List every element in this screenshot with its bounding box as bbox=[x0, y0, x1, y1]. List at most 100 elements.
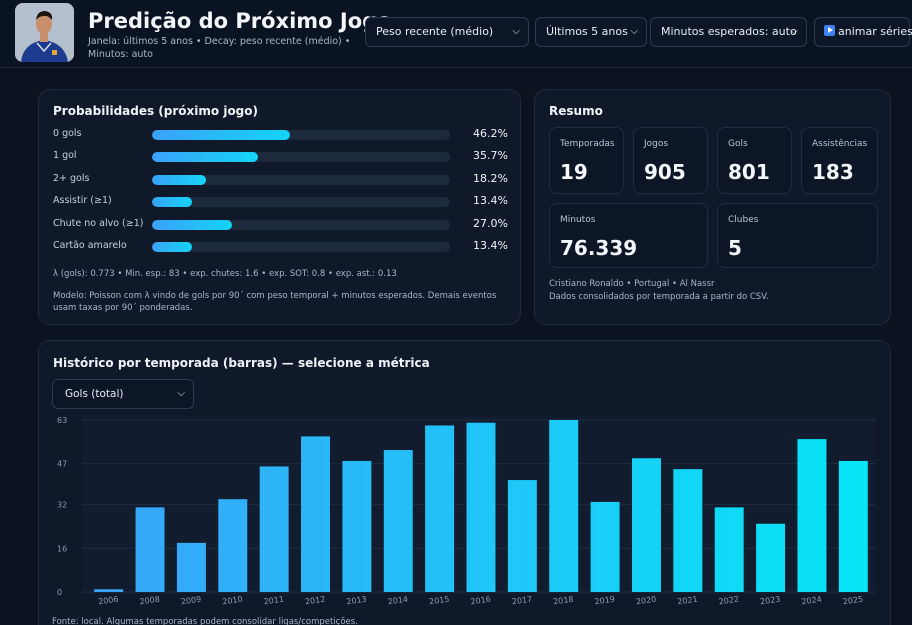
stat-value: 19 bbox=[560, 160, 588, 184]
x-tick-label: 2008 bbox=[139, 595, 160, 607]
bar-2009[interactable] bbox=[176, 542, 206, 592]
x-tick-label: 2006 bbox=[98, 595, 119, 607]
x-tick-label: 2012 bbox=[304, 595, 325, 607]
prob-row: 2+ gols 18.2% bbox=[53, 172, 508, 188]
x-tick-label: 2013 bbox=[346, 595, 367, 607]
x-tick-label: 2009 bbox=[180, 595, 201, 607]
summary-title: Resumo bbox=[549, 104, 603, 118]
top-header: Predição do Próximo Jogo Janela: últimos… bbox=[0, 0, 912, 68]
decay-select-value: Peso recente (médio) bbox=[376, 25, 494, 38]
prob-bar-track bbox=[152, 197, 450, 207]
prob-bar-fill bbox=[152, 242, 192, 252]
stat-seasons: Temporadas 19 bbox=[549, 127, 624, 194]
bar-2013[interactable] bbox=[342, 460, 372, 592]
minutes-select[interactable]: Minutos esperados: auto ⌵ bbox=[650, 17, 807, 47]
bar-2017[interactable] bbox=[507, 480, 537, 592]
prob-bar-track bbox=[152, 152, 450, 162]
stat-value: 801 bbox=[728, 160, 770, 184]
prob-bar-fill bbox=[152, 197, 192, 207]
bar-2010[interactable] bbox=[218, 499, 248, 592]
player-info-line: Cristiano Ronaldo • Portugal • Al Nassr bbox=[549, 279, 715, 289]
prob-bar-fill bbox=[152, 220, 233, 230]
stat-assists: Assistências 183 bbox=[801, 127, 878, 194]
animate-series-button[interactable]: animar séries bbox=[814, 17, 912, 47]
bar-2018[interactable] bbox=[549, 420, 579, 592]
bar-2025[interactable] bbox=[838, 460, 868, 592]
prob-value: 27.0% bbox=[473, 217, 508, 230]
prob-value: 18.2% bbox=[473, 172, 508, 185]
prob-label: Chute no alvo (≥1) bbox=[53, 218, 144, 229]
x-tick-label: 2018 bbox=[553, 595, 574, 607]
model-note: Modelo: Poisson com λ vindo de gols por … bbox=[53, 291, 497, 313]
probabilities-card: Probabilidades (próximo jogo) 0 gols 46.… bbox=[38, 89, 521, 325]
history-title: Histórico por temporada (barras) — selec… bbox=[53, 356, 430, 370]
minutes-select-value: Minutos esperados: auto bbox=[661, 25, 797, 38]
y-tick-label: 47 bbox=[57, 460, 67, 469]
x-tick-label: 2020 bbox=[635, 595, 656, 607]
bar-2012[interactable] bbox=[301, 436, 331, 592]
stat-label: Assistências bbox=[812, 139, 868, 149]
prob-row: Chute no alvo (≥1) 27.0% bbox=[53, 217, 508, 233]
animate-series-label: animar séries bbox=[838, 25, 912, 38]
bar-2006[interactable] bbox=[94, 589, 124, 592]
metric-select-value: Gols (total) bbox=[65, 388, 124, 400]
bar-2023[interactable] bbox=[756, 523, 786, 592]
bar-2022[interactable] bbox=[714, 507, 744, 592]
prob-value: 13.4% bbox=[473, 194, 508, 207]
prob-row: Assistir (≥1) 13.4% bbox=[53, 194, 508, 210]
prob-label: Assistir (≥1) bbox=[53, 195, 112, 206]
prob-value: 13.4% bbox=[473, 239, 508, 252]
bar-2020[interactable] bbox=[631, 458, 661, 592]
prob-row: 0 gols 46.2% bbox=[53, 127, 508, 143]
prob-label: 0 gols bbox=[53, 128, 82, 139]
x-tick-label: 2019 bbox=[594, 595, 615, 607]
window-select-value: Últimos 5 anos bbox=[546, 25, 628, 38]
stat-label: Minutos bbox=[560, 215, 596, 225]
season-bar-chart: 0 16 32 47 63 2006 2008 2009 2010 2011 2012 2013 20… bbox=[57, 416, 876, 607]
y-tick-label: 16 bbox=[57, 544, 67, 553]
metric-select[interactable]: Gols (total) ⌵ bbox=[52, 379, 194, 409]
player-avatar bbox=[15, 3, 74, 62]
stat-value: 183 bbox=[812, 160, 854, 184]
stat-label: Clubes bbox=[728, 215, 759, 225]
window-settings-summary: Janela: últimos 5 anos • Decay: peso rec… bbox=[88, 36, 351, 60]
x-tick-label: 2011 bbox=[263, 595, 284, 607]
stat-value: 905 bbox=[644, 160, 686, 184]
prob-bar-track bbox=[152, 242, 450, 252]
chevron-down-icon: ⌵ bbox=[512, 26, 520, 37]
stat-value: 5 bbox=[728, 236, 742, 260]
prob-label: Cartão amarelo bbox=[53, 240, 127, 251]
prob-bar-fill bbox=[152, 130, 290, 140]
stat-label: Temporadas bbox=[560, 139, 615, 149]
bar-2008[interactable] bbox=[135, 507, 165, 592]
x-tick-label: 2021 bbox=[677, 595, 698, 607]
bar-2014[interactable] bbox=[383, 450, 413, 592]
probabilities-title: Probabilidades (próximo jogo) bbox=[53, 104, 259, 118]
history-footnote: Fonte: local. Algumas temporadas podem c… bbox=[52, 617, 358, 625]
prob-bar-track bbox=[152, 130, 450, 140]
prob-bar-fill bbox=[152, 175, 207, 185]
stat-goals: Gols 801 bbox=[717, 127, 792, 194]
decay-select[interactable]: Peso recente (médio) ⌵ bbox=[365, 17, 529, 47]
y-tick-label: 0 bbox=[57, 588, 62, 597]
stat-minutes: Minutos 76.339 bbox=[549, 203, 708, 268]
window-select[interactable]: Últimos 5 anos ⌵ bbox=[535, 17, 647, 47]
stat-games: Jogos 905 bbox=[633, 127, 708, 194]
expected-stats-line: λ (gols): 0.773 • Min. esp.: 83 • exp. c… bbox=[53, 269, 397, 279]
chevron-down-icon: ⌵ bbox=[630, 26, 638, 37]
bar-2015[interactable] bbox=[425, 425, 455, 592]
x-tick-label: 2014 bbox=[387, 595, 408, 607]
x-tick-label: 2017 bbox=[511, 595, 532, 607]
bar-2019[interactable] bbox=[590, 501, 620, 592]
prob-row: 1 gol 35.7% bbox=[53, 149, 508, 165]
prob-bar-fill bbox=[152, 152, 259, 162]
play-icon bbox=[824, 25, 835, 36]
bar-2021[interactable] bbox=[673, 469, 703, 592]
y-tick-label: 63 bbox=[57, 416, 67, 425]
bar-2016[interactable] bbox=[466, 422, 496, 592]
x-tick-label: 2025 bbox=[842, 595, 863, 607]
stat-label: Gols bbox=[728, 139, 748, 149]
bar-2011[interactable] bbox=[259, 466, 289, 592]
bar-2024[interactable] bbox=[797, 439, 827, 592]
x-tick-label: 2015 bbox=[429, 595, 450, 607]
